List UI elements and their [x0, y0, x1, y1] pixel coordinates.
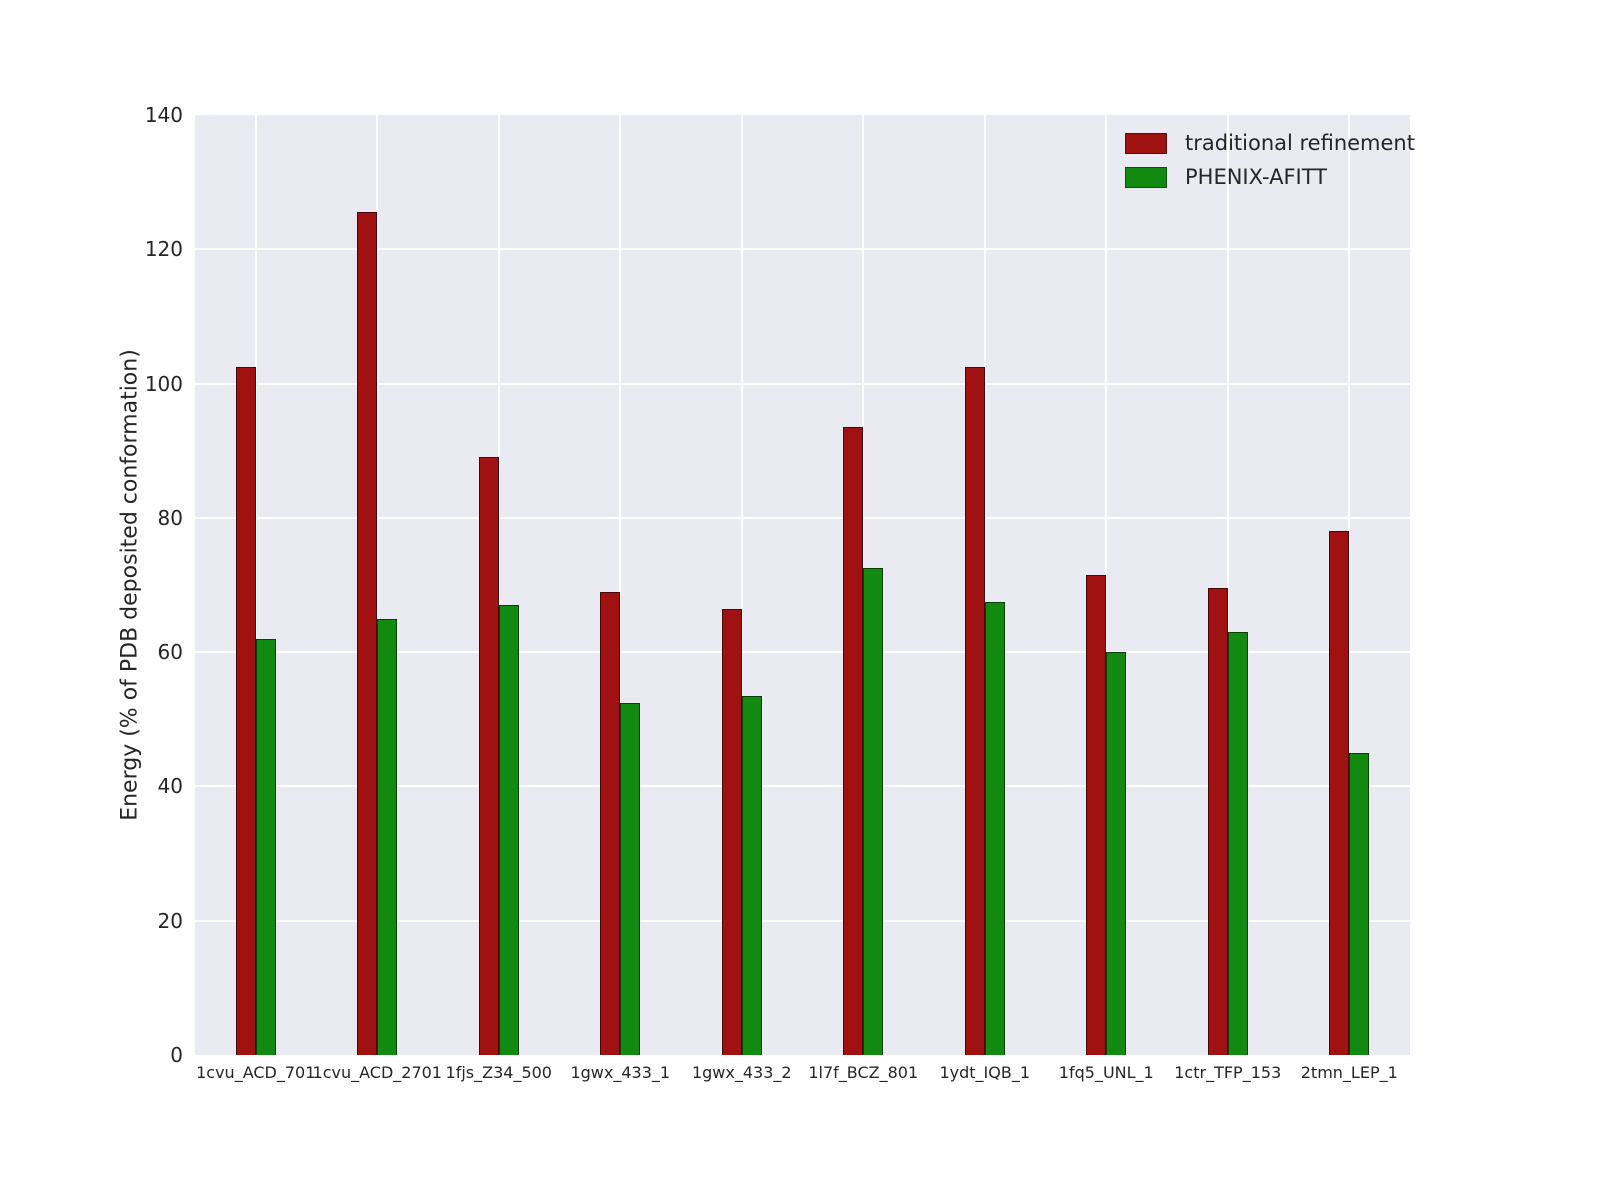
x-tick-label-1cvu_ACD_2701: 1cvu_ACD_2701 [312, 1063, 442, 1082]
v-gridline-1 [376, 115, 379, 1055]
plot-area: traditional refinement PHENIX-AFITT [195, 115, 1415, 1055]
y-tick-label-120: 120 [144, 237, 183, 262]
x-tick-label-1gwx_433_1: 1gwx_433_1 [570, 1063, 671, 1082]
bar-phenix-afitt-2tmn_LEP_1 [1349, 752, 1370, 1055]
legend: traditional refinement PHENIX-AFITT [1125, 131, 1415, 189]
legend-swatch-traditional-refinement [1125, 132, 1167, 154]
bar-phenix-afitt-1fq5_UNL_1 [1106, 652, 1127, 1055]
y-tick-label-140: 140 [144, 103, 183, 127]
bar-phenix-afitt-1l7f_BCZ_801 [863, 568, 884, 1055]
y-tick-label-100: 100 [144, 371, 183, 396]
legend-swatch-phenix-afitt [1125, 166, 1167, 188]
bar-phenix-afitt-1fjs_Z34_500 [498, 605, 519, 1055]
bar-phenix-afitt-1ctr_TFP_153 [1227, 632, 1248, 1055]
h-gridline-60 [195, 651, 1410, 654]
legend-label-traditional-refinement: traditional refinement [1185, 131, 1415, 155]
x-tick-label-1fjs_Z34_500: 1fjs_Z34_500 [445, 1063, 552, 1082]
legend-label-phenix-afitt: PHENIX-AFITT [1185, 165, 1328, 189]
h-gridline-40 [195, 785, 1410, 788]
v-gridline-3 [619, 115, 622, 1055]
bar-phenix-afitt-1gwx_433_1 [620, 702, 641, 1055]
x-tick-label-1ydt_IQB_1: 1ydt_IQB_1 [939, 1063, 1031, 1082]
bar-phenix-afitt-1cvu_ACD_701 [255, 638, 276, 1055]
y-axis-ticks: 0 20 40 60 80 100 120 140 [0, 103, 183, 1067]
h-gridline-80 [195, 516, 1410, 519]
bar-traditional-refinement-1ydt_IQB_1 [964, 366, 985, 1055]
x-axis-ticks: 1cvu_ACD_701 1cvu_ACD_2701 1fjs_Z34_500 1gw… [195, 1063, 1410, 1093]
bar-traditional-refinement-1gwx_433_1 [600, 591, 621, 1055]
bar-phenix-afitt-1cvu_ACD_2701 [377, 618, 398, 1055]
v-gridline-8 [1226, 115, 1229, 1055]
bar-phenix-afitt-1gwx_433_2 [741, 695, 762, 1055]
bar-traditional-refinement-1fq5_UNL_1 [1086, 574, 1107, 1055]
v-gridline-4 [740, 115, 743, 1055]
y-tick-label-0: 0 [170, 1043, 183, 1067]
y-tick-label-80: 80 [157, 505, 183, 530]
bar-traditional-refinement-1l7f_BCZ_801 [843, 427, 864, 1055]
x-tick-label-2tmn_LEP_1: 2tmn_LEP_1 [1300, 1063, 1398, 1082]
bar-traditional-refinement-1cvu_ACD_2701 [357, 212, 378, 1055]
x-tick-label-1l7f_BCZ_801: 1l7f_BCZ_801 [808, 1063, 919, 1082]
y-tick-label-60: 60 [157, 640, 183, 665]
bar-traditional-refinement-1cvu_ACD_701 [235, 366, 256, 1055]
v-gridline-2 [497, 115, 500, 1055]
x-tick-label-1cvu_ACD_701: 1cvu_ACD_701 [196, 1063, 316, 1082]
bar-traditional-refinement-1ctr_TFP_153 [1207, 588, 1228, 1055]
h-gridline-120 [195, 248, 1410, 251]
v-gridline-6 [983, 115, 986, 1055]
y-tick-label-20: 20 [157, 908, 183, 933]
bar-phenix-afitt-1ydt_IQB_1 [984, 601, 1005, 1055]
x-tick-label-1fq5_UNL_1: 1fq5_UNL_1 [1058, 1063, 1154, 1082]
v-gridline-7 [1105, 115, 1108, 1055]
bar-traditional-refinement-1gwx_433_2 [721, 608, 742, 1055]
h-gridline-100 [195, 382, 1410, 385]
h-gridline-20 [195, 919, 1410, 922]
x-tick-label-1ctr_TFP_153: 1ctr_TFP_153 [1174, 1063, 1282, 1082]
y-tick-label-40: 40 [157, 774, 183, 799]
bar-traditional-refinement-2tmn_LEP_1 [1329, 531, 1350, 1055]
v-gridline-9 [1348, 115, 1351, 1055]
v-gridline-0 [254, 115, 257, 1055]
bar-traditional-refinement-1fjs_Z34_500 [478, 457, 499, 1055]
legend-item-traditional-refinement: traditional refinement [1125, 131, 1415, 155]
legend-item-phenix-afitt: PHENIX-AFITT [1125, 165, 1415, 189]
x-tick-label-1gwx_433_2: 1gwx_433_2 [691, 1063, 792, 1082]
